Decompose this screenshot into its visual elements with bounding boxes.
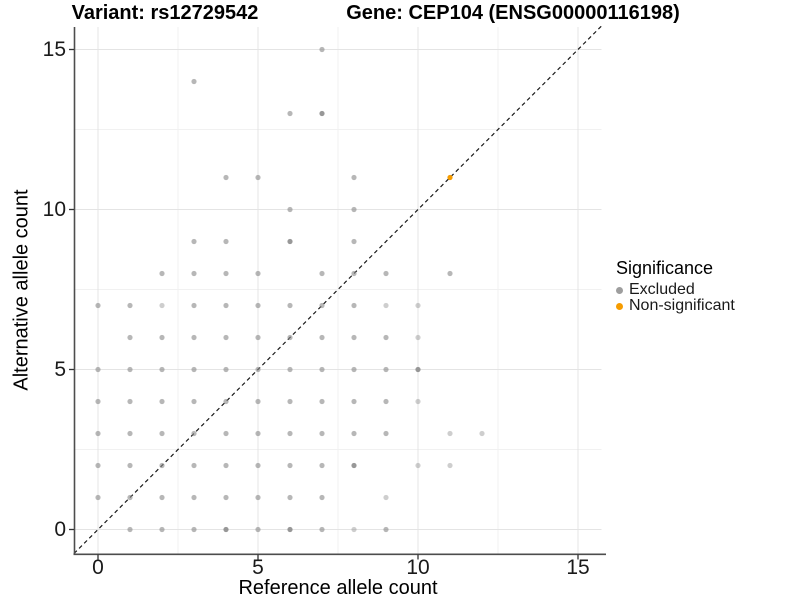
x-tick-label: 10 xyxy=(406,556,430,579)
plot-title-variant: Variant: rs12729542 xyxy=(71,2,259,24)
y-tick-label: 10 xyxy=(42,197,66,221)
x-axis-title: Reference allele count xyxy=(238,577,438,599)
x-tick-label: 15 xyxy=(566,556,590,579)
legend-item-label: Excluded xyxy=(629,281,695,298)
y-tick-label: 0 xyxy=(54,517,66,541)
legend-title: Significance xyxy=(616,258,714,278)
excluded-dot-icon xyxy=(616,286,623,294)
y-tick-label: 5 xyxy=(54,357,66,381)
y-tick-label: 15 xyxy=(42,37,66,61)
legend: Significance Excluded Non-significant xyxy=(616,258,735,314)
x-tick-label: 5 xyxy=(252,556,264,579)
legend-item-nonsignificant: Non-significant xyxy=(616,297,735,314)
legend-item-label: Non-significant xyxy=(629,297,735,314)
plot-title-gene: Gene: CEP104 (ENSG00000116198) xyxy=(346,2,680,24)
y-axis-title: Alternative allele count xyxy=(10,189,33,391)
x-tick-label: 0 xyxy=(92,556,104,579)
nonsignificant-dot-icon xyxy=(616,302,623,310)
legend-item-excluded: Excluded xyxy=(616,281,735,298)
